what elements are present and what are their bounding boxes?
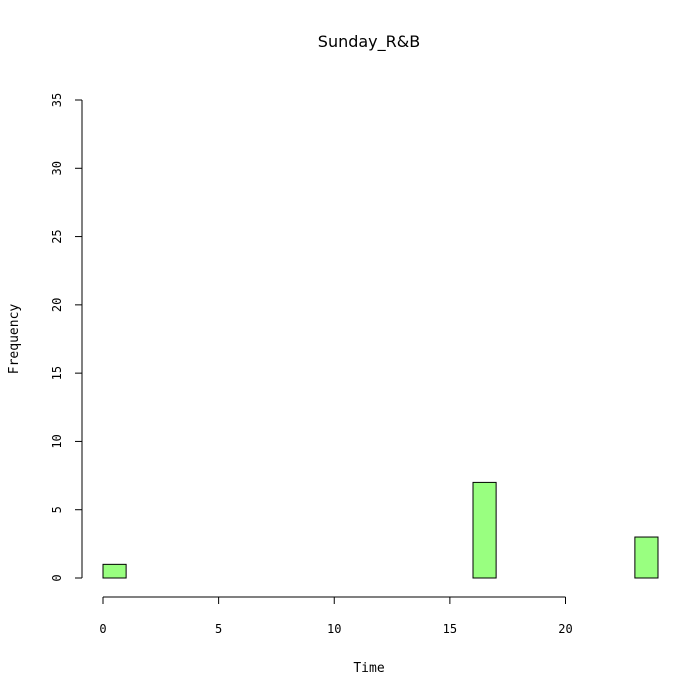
y-tick-label: 25 [50,229,64,243]
histogram-bar [634,536,659,579]
x-tick-label: 20 [558,622,572,636]
x-tick-label: 5 [215,622,222,636]
x-axis-label: Time [353,661,384,676]
y-tick-label: 5 [50,506,64,513]
y-tick-label: 35 [50,93,64,107]
y-tick-label: 15 [50,366,64,380]
y-tick-label: 0 [50,574,64,581]
y-tick-label: 20 [50,298,64,312]
x-tick-label: 0 [99,622,106,636]
y-axis: 0 5 10 15 20 25 30 35 [50,93,83,582]
bars-group [102,481,659,579]
chart-title: Sunday_R&B [318,32,420,52]
y-tick-label: 10 [50,434,64,448]
histogram-bar [102,563,127,579]
x-axis: 0 5 10 15 20 [99,596,573,636]
y-axis-label: Frequency [7,304,22,375]
x-tick-label: 10 [327,622,341,636]
x-tick-label: 15 [443,622,457,636]
y-tick-label: 30 [50,161,64,175]
histogram-bar [472,481,497,579]
